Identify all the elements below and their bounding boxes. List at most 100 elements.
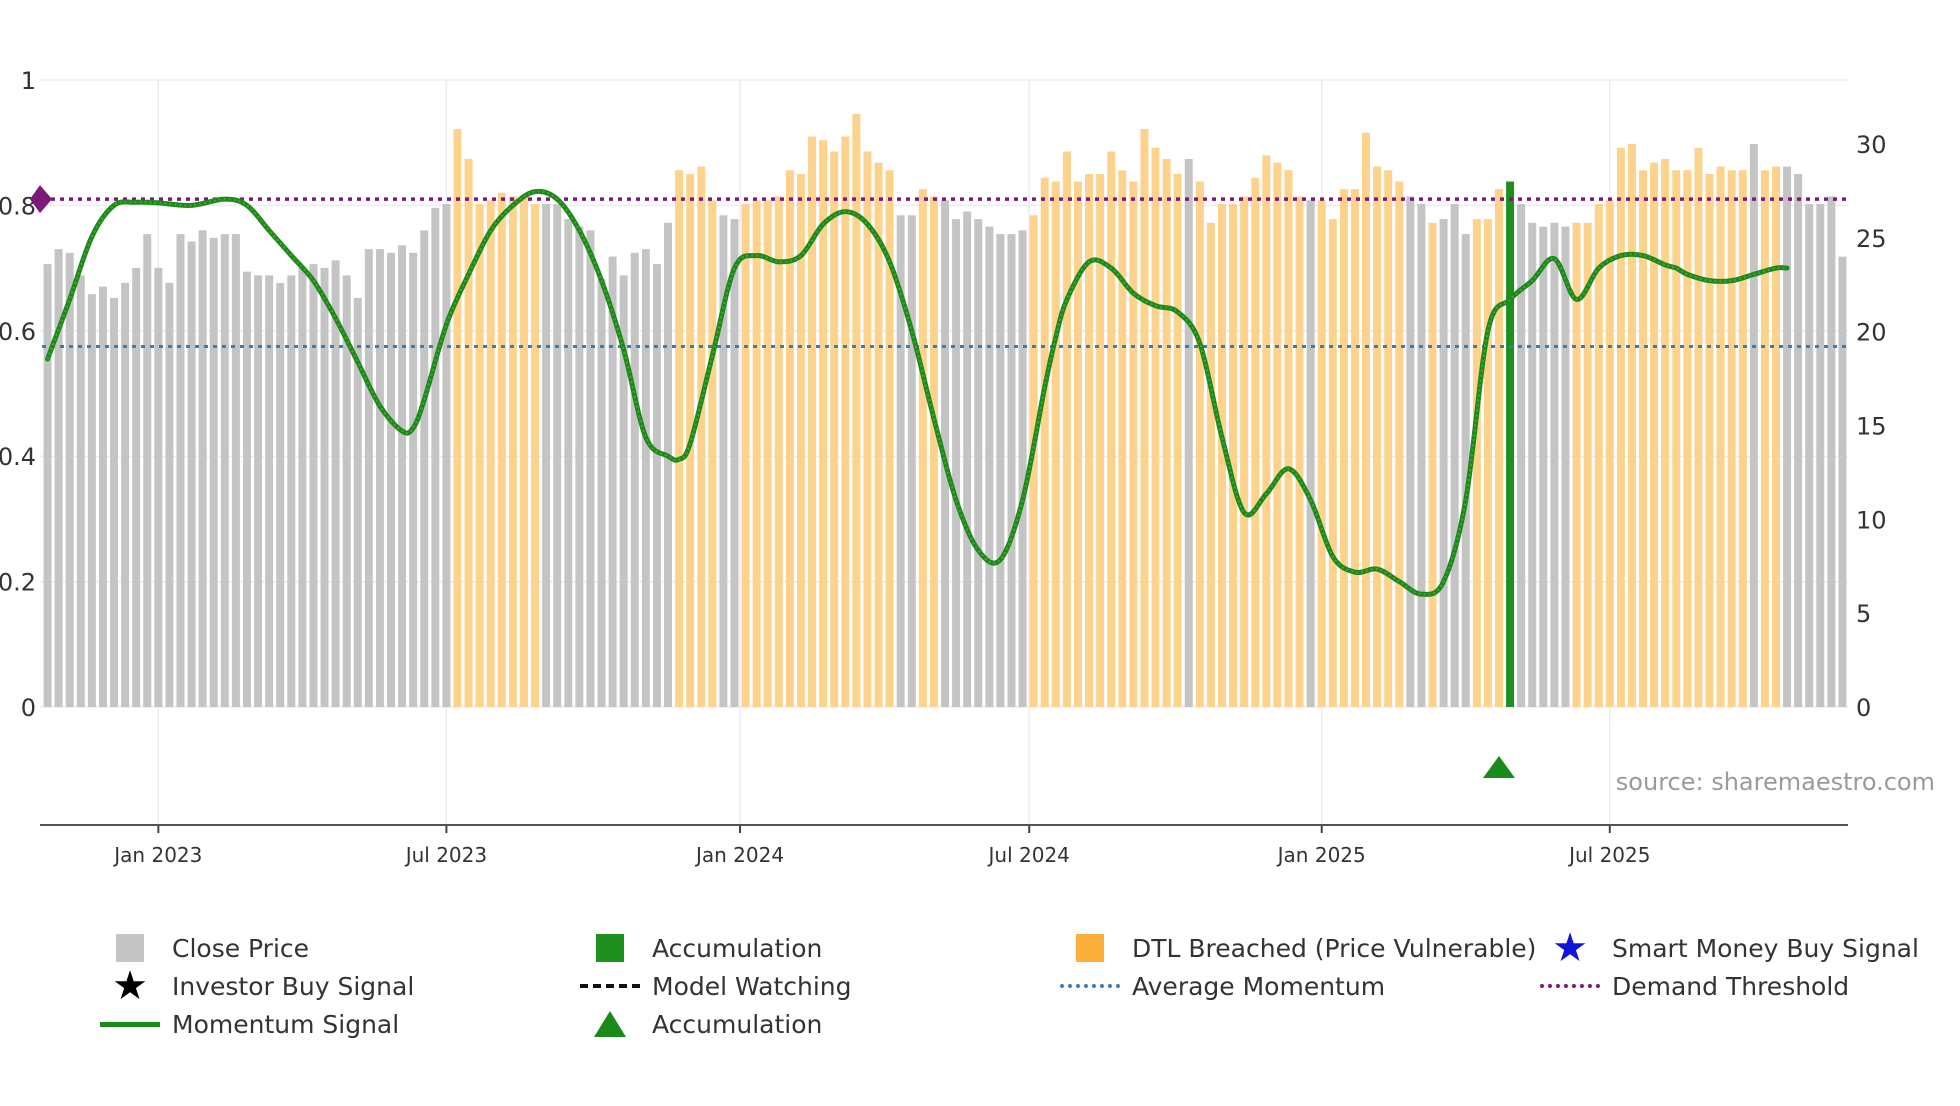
close-price-bar <box>619 275 628 707</box>
close-price-bar <box>1816 204 1825 707</box>
dtl-bar <box>830 151 839 708</box>
dtl-bar <box>1583 222 1592 707</box>
dtl-bar <box>1661 159 1670 708</box>
momentum-signal-line <box>45 188 1790 597</box>
close-price-bar <box>342 275 351 707</box>
close-price-bar <box>353 297 362 707</box>
dtl-bar <box>708 200 717 708</box>
close-price-bar <box>1517 204 1526 707</box>
y-right-tick-label: 15 <box>1856 413 1887 441</box>
dtl-bar <box>1206 222 1215 707</box>
close-price-bar <box>387 252 396 707</box>
source-label: source: sharemaestro.com <box>1616 768 1935 796</box>
close-price-bar <box>1450 204 1459 707</box>
close-price-bar <box>575 226 584 707</box>
dtl-bar <box>1140 128 1149 707</box>
close-price-bar <box>254 275 263 707</box>
close-price-bar <box>65 252 74 707</box>
dtl-bar <box>1284 170 1293 708</box>
dtl-bar <box>1705 174 1714 707</box>
dtl-bar <box>841 136 850 707</box>
dtl-bar <box>1129 181 1138 708</box>
dtl-bar <box>1672 170 1681 708</box>
dtl-bar <box>1328 219 1337 708</box>
close-price-bar <box>985 226 994 707</box>
dtl-bar <box>531 204 540 707</box>
y-right-tick-label: 20 <box>1856 319 1887 347</box>
dtl-bar <box>1107 151 1116 708</box>
close-price-bar <box>1539 226 1548 707</box>
close-price-bar <box>276 282 285 707</box>
dtl-bar <box>874 162 883 707</box>
close-price-bar <box>564 219 573 708</box>
dtl-bar <box>1727 170 1736 708</box>
close-price-bar <box>553 204 562 707</box>
close-price-bar <box>54 249 63 708</box>
close-price-bar <box>730 219 739 708</box>
close-price-bar <box>375 249 384 708</box>
dtl-bar <box>1572 222 1581 707</box>
dtl-bar <box>1339 189 1348 708</box>
close-price-bar <box>1838 256 1847 707</box>
close-price-bar <box>442 204 451 707</box>
x-tick-label: Jul 2025 <box>1567 843 1650 867</box>
dtl-bar <box>1062 151 1071 708</box>
dtl-bar <box>1384 170 1393 708</box>
dtl-bar <box>1262 155 1271 707</box>
dtl-bar <box>697 166 706 707</box>
close-price-bar <box>231 234 240 707</box>
x-tick-label: Jul 2024 <box>987 843 1070 867</box>
accumulation-bar <box>1506 181 1515 708</box>
dtl-bar <box>1085 174 1094 707</box>
dtl-bar <box>1605 200 1614 708</box>
y-left-tick-label: 0 <box>21 694 36 722</box>
close-price-bar <box>974 219 983 708</box>
dtl-bar <box>1627 144 1636 707</box>
x-tick-label: Jan 2025 <box>1276 843 1366 867</box>
close-price-bar <box>597 279 606 707</box>
dtl-bar <box>1428 222 1437 707</box>
close-price-bar <box>154 267 163 707</box>
close-price-bar <box>1805 204 1814 707</box>
x-tick-label: Jul 2023 <box>404 843 487 867</box>
close-price-bar <box>1749 144 1758 707</box>
close-price-bar <box>209 237 218 708</box>
close-price-bar <box>143 234 152 707</box>
dtl-bar <box>1650 162 1659 707</box>
y-right-tick-label: 30 <box>1856 131 1887 159</box>
close-price-bar <box>187 241 196 707</box>
dtl-bar <box>1151 147 1160 708</box>
close-price-bar <box>719 215 728 707</box>
close-price-bar <box>1561 226 1570 707</box>
close-price-bar <box>110 297 119 707</box>
close-price-bar <box>1794 174 1803 707</box>
dtl-bar <box>1616 147 1625 708</box>
close-price-bar <box>952 219 961 708</box>
close-price-bar <box>265 275 274 707</box>
close-price-bar <box>996 234 1005 707</box>
dtl-bar <box>808 136 817 707</box>
dtl-bar <box>1639 170 1648 708</box>
close-price-bar <box>1461 234 1470 707</box>
dtl-bar <box>1373 166 1382 707</box>
close-price-bar <box>409 252 418 707</box>
y-right-tick-label: 5 <box>1856 600 1871 628</box>
close-price-bar <box>132 267 141 707</box>
dtl-bar <box>785 170 794 708</box>
lines <box>42 188 1848 597</box>
dtl-bar <box>1229 204 1238 707</box>
dtl-bar <box>1295 196 1304 707</box>
dtl-bar <box>1317 200 1326 708</box>
dtl-bar <box>1029 215 1038 707</box>
close-price-bar <box>1306 200 1315 708</box>
close-price-bar <box>76 275 85 707</box>
dtl-bar <box>508 196 517 707</box>
dtl-bar <box>475 204 484 707</box>
dtl-bar <box>675 170 684 708</box>
y-left-tick-label: 0.6 <box>0 318 36 346</box>
close-price-bar <box>1439 219 1448 708</box>
y-left-tick-label: 0.2 <box>0 569 36 597</box>
y-right-tick-label: 0 <box>1856 694 1871 722</box>
